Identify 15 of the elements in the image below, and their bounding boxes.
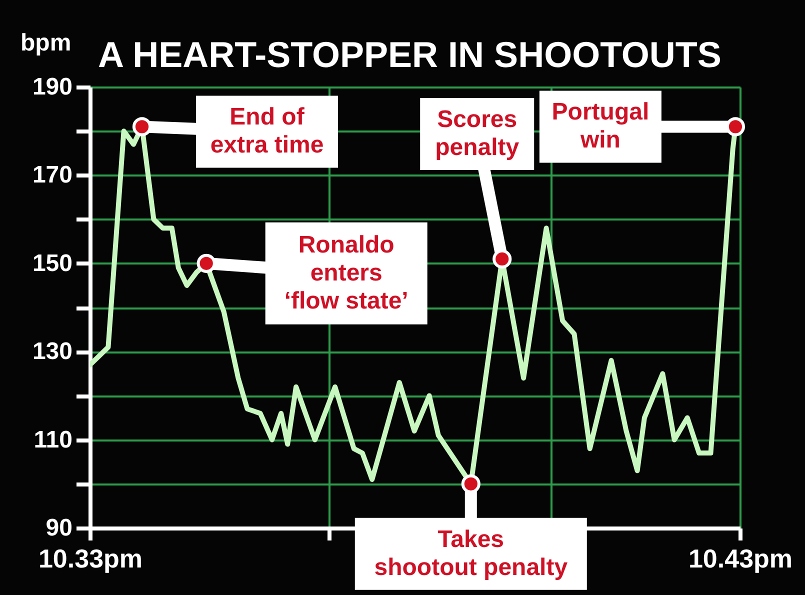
y-tick-label: 110	[34, 426, 72, 454]
x-tick-label: 10.43pm	[688, 544, 793, 574]
y-tick-label: 150	[32, 250, 72, 277]
annotation: Portugal win	[552, 98, 650, 154]
y-tick-label: 130	[32, 338, 72, 366]
annotation: Takes shootout penalty	[374, 526, 568, 581]
y-tick-label: 90	[46, 514, 72, 542]
x-tick-label: 10.33pm	[38, 544, 143, 574]
chart-title: A HEART-STOPPER IN SHOOTOUTS	[98, 34, 722, 75]
y-tick-label: 190	[32, 74, 72, 100]
annotation: Scores penalty	[435, 106, 520, 161]
y-axis-title: bpm	[20, 30, 72, 56]
y-tick-label: 170	[32, 162, 72, 189]
annotation: Ronaldo enters ‘flow state’	[284, 231, 408, 314]
annotation: End of extra time	[210, 104, 324, 159]
